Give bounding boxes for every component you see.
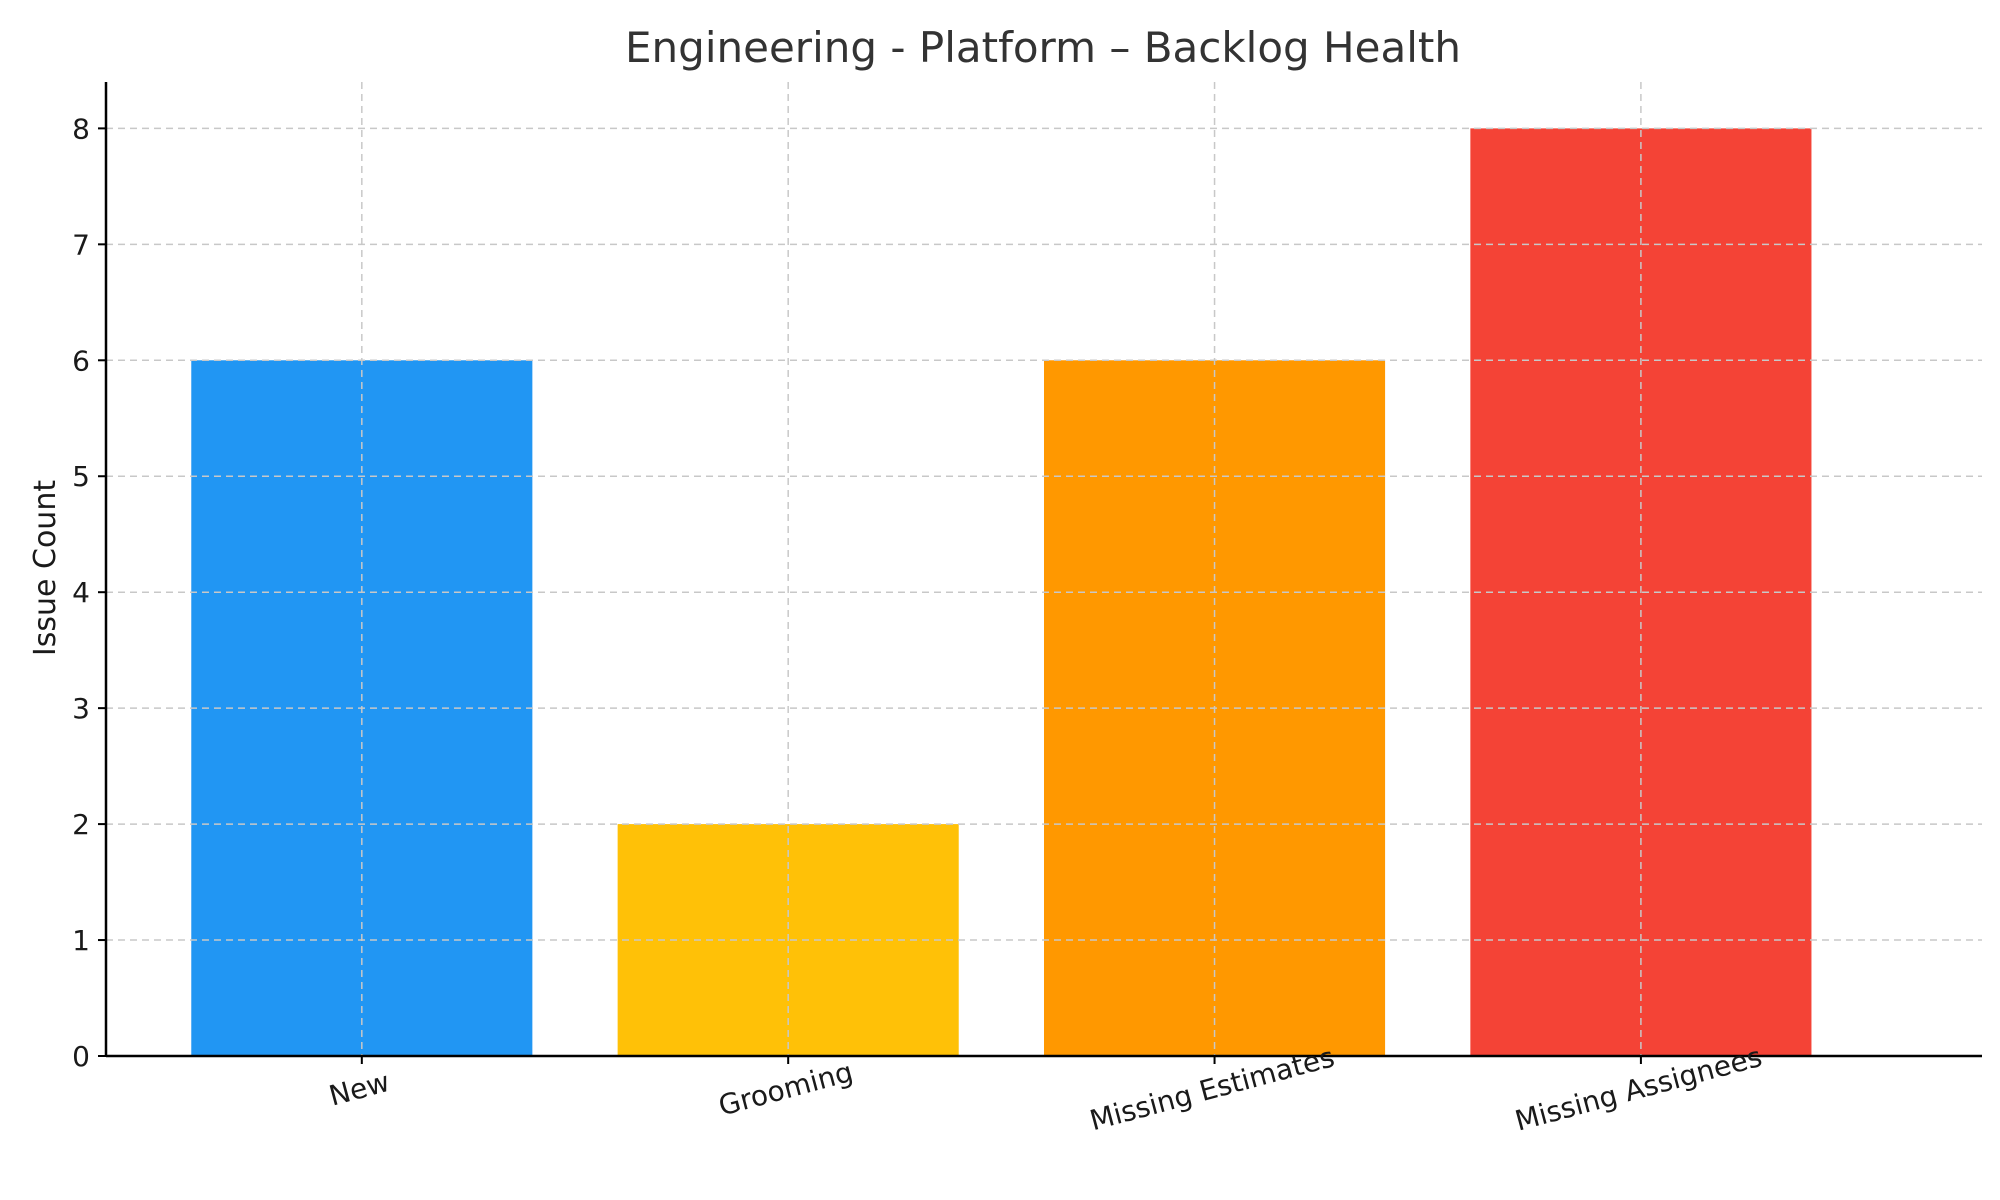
- x-tick-label-grooming: Grooming: [715, 1055, 856, 1122]
- y-tick-label-4: 4: [72, 576, 90, 609]
- chart-title: Engineering - Platform – Backlog Health: [625, 23, 1461, 72]
- y-tick-label-3: 3: [72, 692, 90, 725]
- y-tick-label-2: 2: [72, 808, 90, 841]
- y-ticks: 0 1 2 3 4 5 6 7 8: [72, 112, 106, 1073]
- y-tick-label-6: 6: [72, 344, 90, 377]
- y-tick-label-7: 7: [72, 228, 90, 261]
- y-axis-label: Issue Count: [28, 480, 63, 656]
- y-tick-label-8: 8: [72, 112, 90, 145]
- x-tick-label-new: New: [326, 1065, 394, 1113]
- y-tick-label-5: 5: [72, 460, 90, 493]
- y-tick-label-1: 1: [72, 924, 90, 957]
- y-tick-label-0: 0: [72, 1040, 90, 1073]
